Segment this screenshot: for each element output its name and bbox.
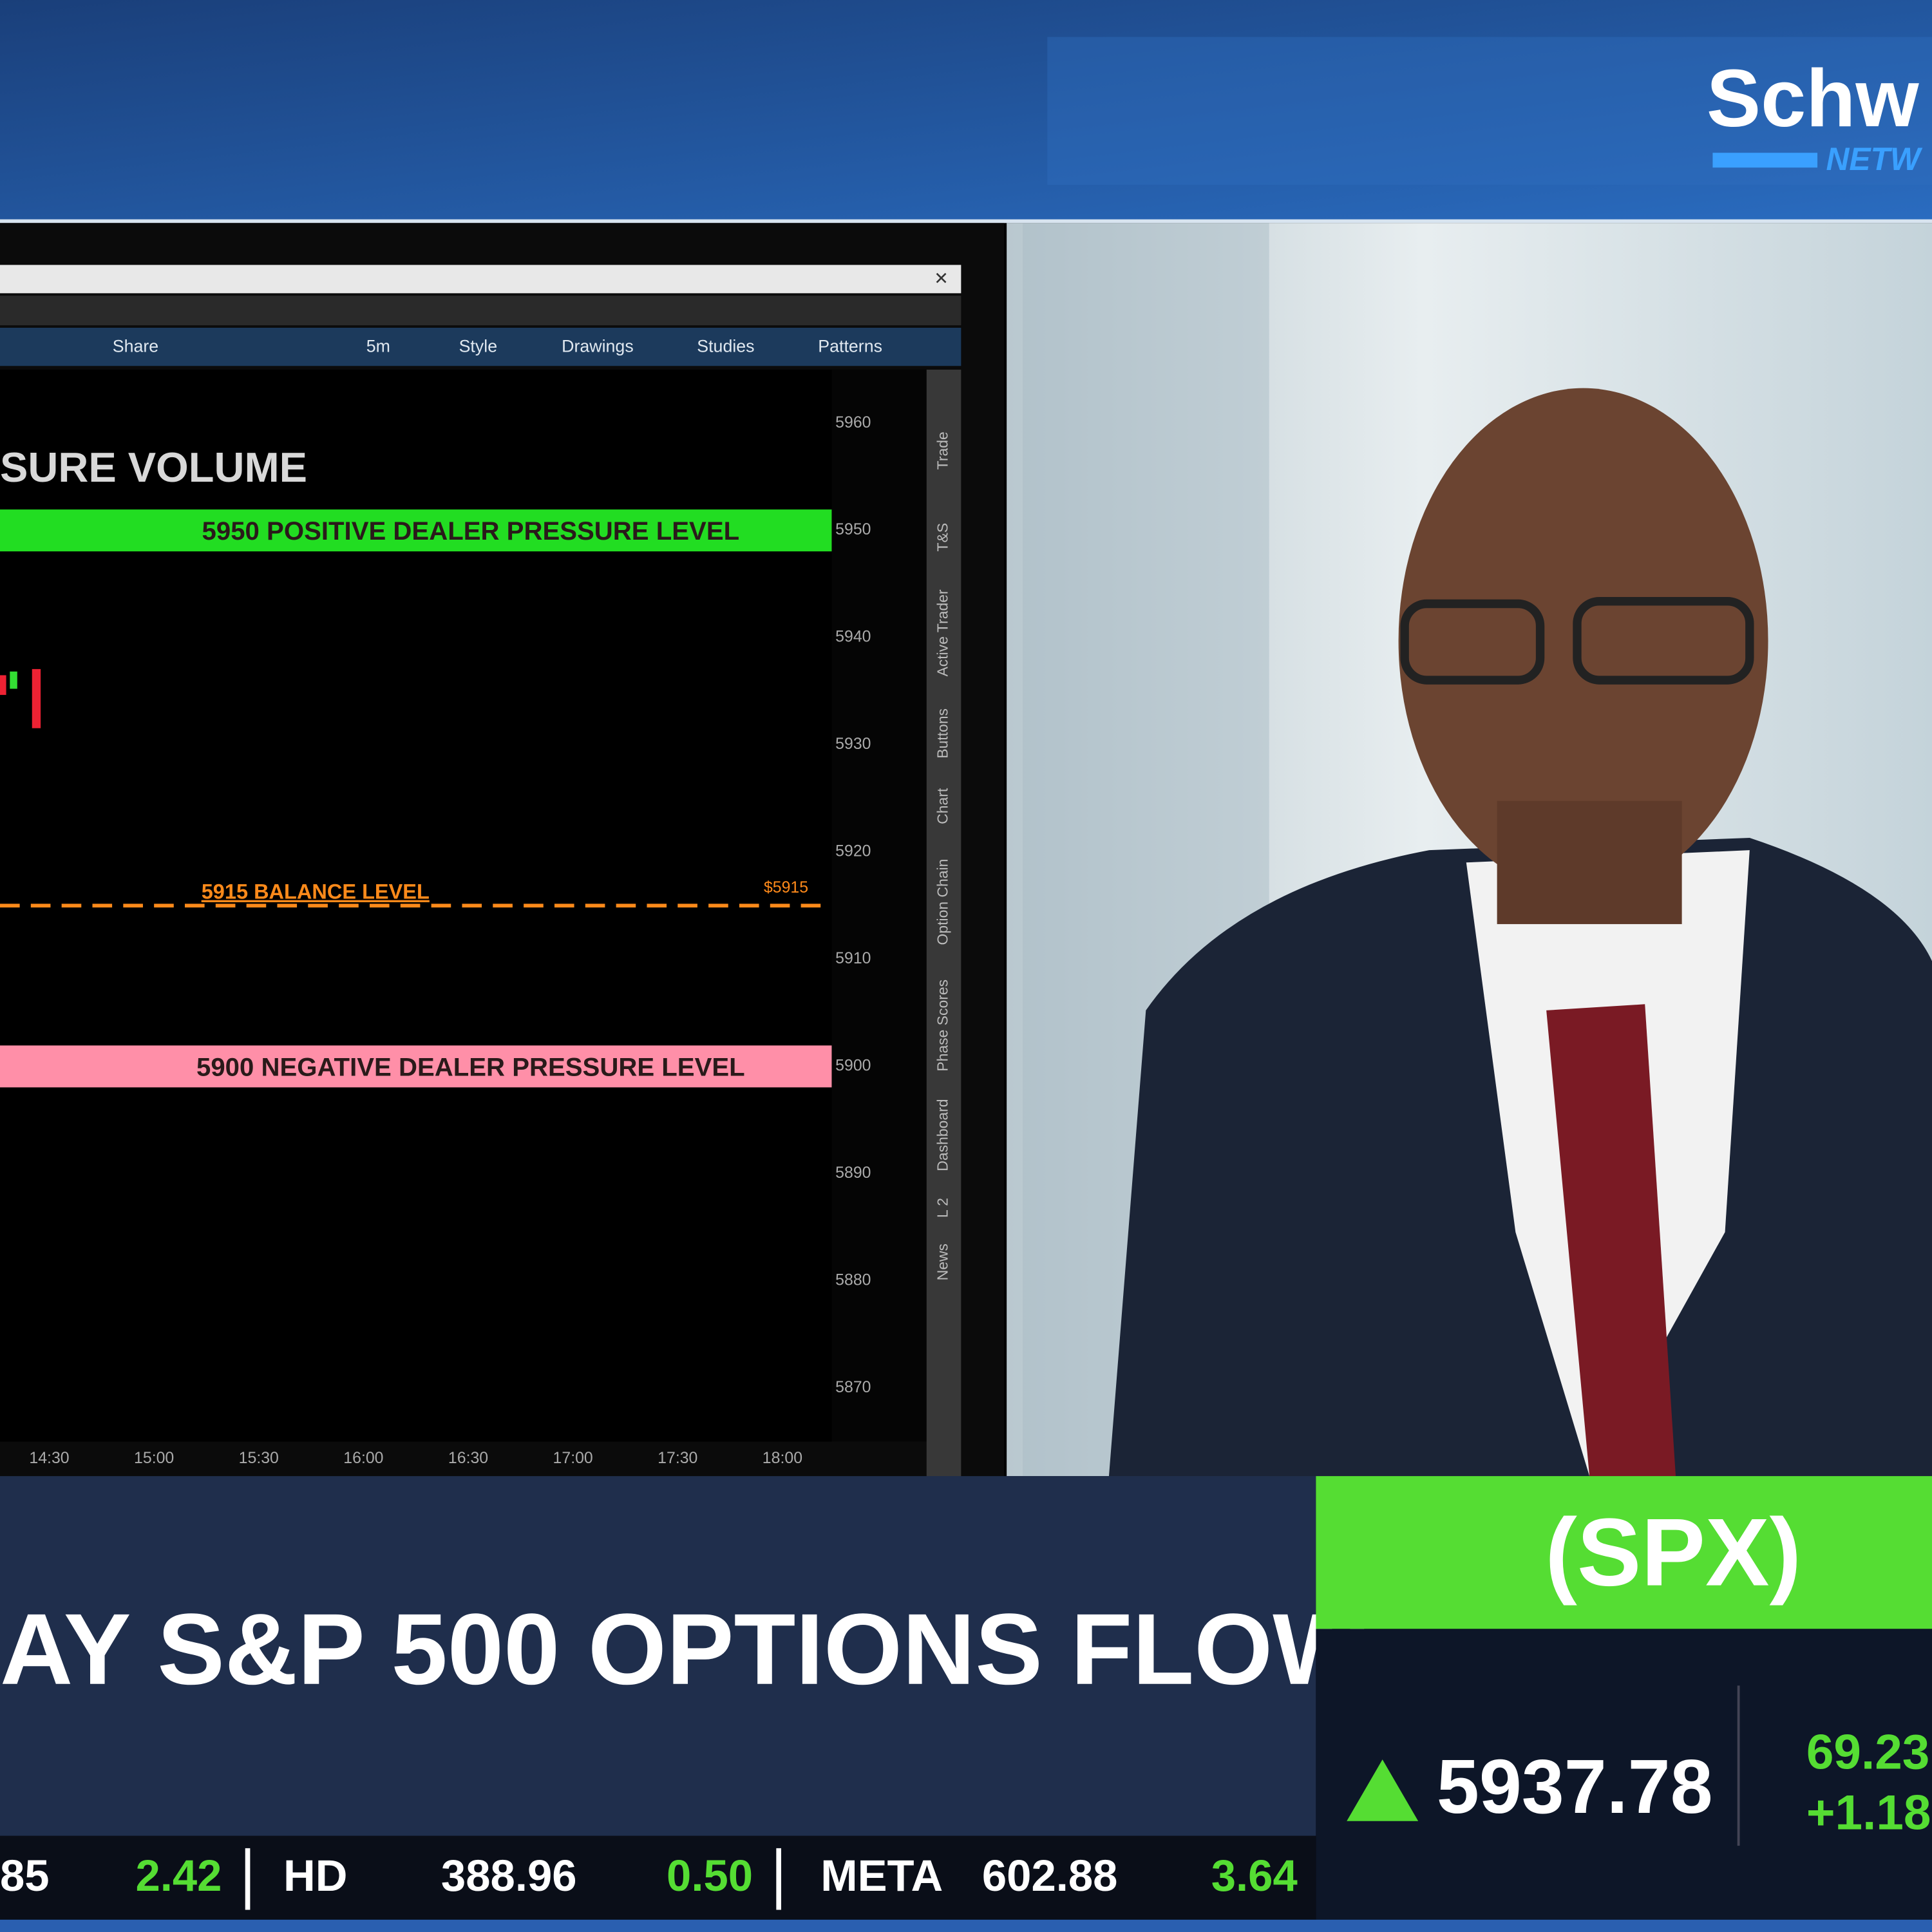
up-arrow (1347, 1759, 1419, 1821)
ticker-symbol: HD (283, 1851, 347, 1900)
divider (1737, 1685, 1740, 1846)
y-tick-label: 5910 (835, 949, 871, 967)
x-tick-label: 15:00 (134, 1449, 174, 1467)
logo-bars (1712, 153, 1818, 168)
y-tick-label: 5890 (835, 1164, 871, 1182)
headline: AY S&P 500 OPTIONS FLOW (0, 1593, 1368, 1706)
side-tab-strip (926, 369, 961, 1479)
x-tick-label: 16:30 (448, 1449, 488, 1467)
y-tick-label: 5870 (835, 1378, 871, 1396)
price-axis (831, 369, 927, 1442)
quote-percent: +1.18 (1806, 1785, 1931, 1840)
quote-body (1316, 1629, 1932, 1920)
glasses (1573, 596, 1754, 685)
side-tab[interactable]: L 2 (934, 1198, 951, 1218)
candle (32, 668, 41, 728)
bottom-stripe (0, 1919, 1932, 1932)
y-tick-label: 5960 (835, 413, 871, 431)
side-tab[interactable]: Trade (934, 431, 951, 469)
y-tick-label: 5920 (835, 842, 871, 860)
side-tab[interactable]: Option Chain (934, 859, 951, 945)
chart-layer: 5960 5950 5940 5930 5920 5910 5900 5890 5880 5870… (0, 337, 951, 1467)
toolbar-button[interactable]: Style (459, 337, 498, 356)
candle (10, 671, 17, 689)
divider (0, 219, 1932, 223)
separator (776, 1848, 782, 1910)
x-tick-label: 17:00 (553, 1449, 593, 1467)
x-tick-label: 17:30 (658, 1449, 697, 1467)
candle (0, 675, 6, 696)
toolbar-button[interactable]: Drawings (562, 337, 634, 356)
chart-title: SURE VOLUME (0, 444, 307, 491)
quote-header (1316, 1476, 1932, 1629)
ticker-price: 602.88 (982, 1851, 1118, 1900)
y-tick-label: 5940 (835, 628, 871, 646)
x-tick-label: 16:00 (343, 1449, 383, 1467)
quote-price: 5937.78 (1437, 1745, 1713, 1830)
banner (0, 1476, 1316, 1836)
side-tab[interactable]: T&S (934, 523, 951, 552)
side-tab[interactable]: Active Trader (934, 589, 951, 676)
x-tick-label: 14:30 (29, 1449, 69, 1467)
price-label: $5915 (764, 878, 808, 896)
head (1398, 388, 1768, 894)
level-label: 5950 POSITIVE DEALER PRESSURE LEVEL (202, 516, 740, 545)
ticker (0, 1835, 1316, 1920)
top-bar (0, 0, 1932, 222)
side-tab[interactable]: News (934, 1244, 951, 1280)
glasses (1400, 599, 1545, 685)
y-tick-label: 5900 (835, 1056, 871, 1074)
ticker-change: 0.50 (667, 1851, 753, 1900)
toolbar-button[interactable]: Studies (697, 337, 754, 356)
x-tick-label: 15:30 (239, 1449, 279, 1467)
ticker-price: 85 (0, 1851, 50, 1900)
side-tab[interactable]: Chart (934, 788, 951, 824)
separator (245, 1848, 251, 1910)
level-label: 5915 BALANCE LEVEL (202, 880, 430, 904)
toolbar-button[interactable]: Patterns (818, 337, 882, 356)
quote-symbol: (SPX) (1545, 1499, 1801, 1606)
side-tab[interactable]: Buttons (934, 708, 951, 759)
close-icon[interactable]: ✕ (934, 269, 948, 288)
ticker-change: 3.64 (1211, 1851, 1298, 1900)
side-tab[interactable]: Dashboard (934, 1099, 951, 1171)
ticker-change: 2.42 (135, 1851, 222, 1900)
logo-tagline: NETW (1826, 141, 1922, 177)
nav-toolbar (0, 296, 961, 326)
ticker-price: 388.96 (441, 1851, 577, 1900)
window-title-bar (0, 265, 961, 294)
quote-change: 69.23 (1806, 1725, 1929, 1780)
logo: Schw (1707, 53, 1920, 144)
toolbar-button[interactable]: 5m (366, 337, 390, 356)
y-tick-label: 5950 (835, 520, 871, 538)
y-tick-label: 5880 (835, 1271, 871, 1289)
level-label: 5900 NEGATIVE DEALER PRESSURE LEVEL (196, 1052, 745, 1081)
level-band (0, 509, 832, 552)
level-band (0, 1045, 832, 1088)
tie (1546, 1004, 1676, 1477)
chart-toolbar (0, 327, 961, 366)
side-tab[interactable]: Phase Scores (934, 980, 951, 1072)
toolbar-button[interactable]: Share (113, 337, 158, 356)
x-tick-label: 18:00 (762, 1449, 802, 1467)
y-tick-label: 5930 (835, 735, 871, 753)
neck (1497, 800, 1682, 924)
ticker-symbol: META (820, 1851, 943, 1900)
